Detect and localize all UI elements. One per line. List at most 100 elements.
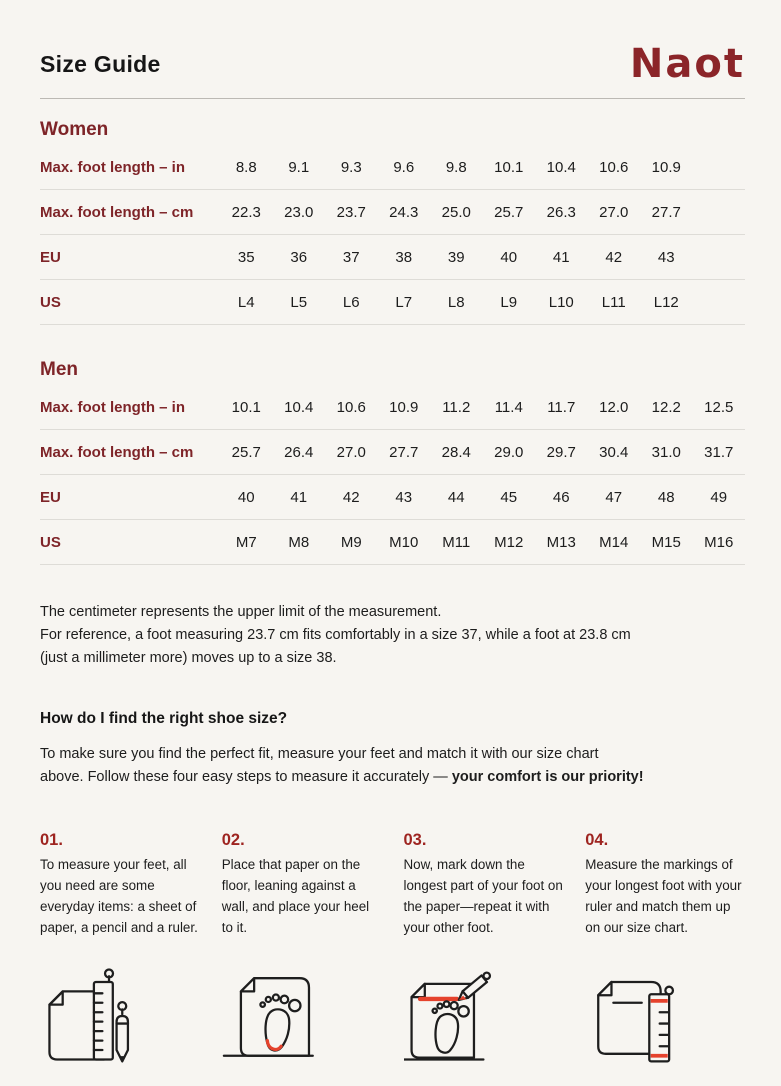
size-value-cell: 9.8 — [445, 158, 467, 176]
size-value-cell: M11 — [442, 533, 471, 551]
size-value-cell: 8.8 — [235, 158, 257, 176]
size-value-cell: 10.9 — [389, 398, 419, 416]
size-value-cell: 11.4 — [494, 398, 523, 416]
size-value-cell: L12 — [653, 293, 679, 311]
step-icons-row — [40, 960, 745, 1072]
intro-line: above. Follow these four easy steps to m… — [40, 769, 452, 785]
how-to-intro: To make sure you find the perfect fit, m… — [40, 743, 745, 789]
size-row-label: Max. foot length – in — [40, 398, 185, 416]
size-value-cell: 26.3 — [546, 203, 576, 221]
size-table-row: US L4 L5 L6 L7 L8 L9 L10 L11 L12 — [40, 280, 745, 325]
women-heading: Women — [40, 119, 109, 140]
size-value-cell: M15 — [651, 533, 681, 551]
size-value-cell: 27.0 — [336, 443, 366, 461]
size-value-cell: 43 — [657, 248, 675, 266]
size-row-label: US — [40, 293, 61, 311]
size-value-cell: 38 — [395, 248, 413, 266]
size-value-cell: 28.4 — [441, 443, 471, 461]
size-table-row: US M7 M8 M9 M10 M11 M12 M13 M14 M15 M16 — [40, 520, 745, 565]
size-value-cell: 12.5 — [704, 398, 734, 416]
size-value-cell: M14 — [599, 533, 629, 551]
size-value-cell: 45 — [500, 488, 518, 506]
step-text: Place that paper on the floor, leaning a… — [221, 857, 370, 935]
size-value-cell: M7 — [235, 533, 257, 551]
size-value-cell: 11.7 — [547, 398, 576, 416]
size-value-cell: 25.0 — [441, 203, 471, 221]
size-row-label: EU — [40, 488, 61, 506]
size-table-row: EU 40 41 42 43 44 45 46 47 48 49 — [40, 475, 745, 520]
size-value-cell: 11.2 — [442, 398, 471, 416]
size-table-row: Max. foot length – cm 25.7 26.4 27.0 27.7 28.… — [40, 430, 745, 475]
naot-logo: Naot — [629, 41, 745, 87]
note-line: For reference, a foot measuring 23.7 cm … — [40, 627, 631, 643]
how-to-heading: How do I find the right shoe size? — [40, 710, 288, 727]
size-row-label: EU — [40, 248, 61, 266]
size-value-cell: M9 — [340, 533, 362, 551]
size-value-cell: 36 — [290, 248, 308, 266]
size-row-label: Max. foot length – cm — [40, 203, 194, 221]
size-value-cell: 40 — [500, 248, 518, 266]
step-4: 04. Measure the markings of your longest… — [585, 831, 745, 938]
size-value-cell: 9.3 — [340, 158, 362, 176]
size-value-cell: 46 — [552, 488, 570, 506]
size-value-cell: 10.9 — [651, 158, 681, 176]
page-title: Size Guide — [40, 50, 161, 77]
size-value-cell: M12 — [494, 533, 524, 551]
step-text: To measure your feet, all you need are s… — [40, 857, 198, 935]
size-value-cell: 10.4 — [546, 158, 576, 176]
size-value-cell: 31.0 — [651, 443, 681, 461]
size-value-cell: 44 — [447, 488, 465, 506]
size-value-cell: M16 — [704, 533, 734, 551]
note-line: (just a millimeter more) moves up to a s… — [40, 650, 337, 666]
size-value-cell: 24.3 — [389, 203, 419, 221]
step-2: 02. Place that paper on the floor, leani… — [222, 831, 382, 938]
men-size-table: Max. foot length – in 10.1 10.4 10.6 10.9 11.… — [40, 385, 745, 565]
step-text: Now, mark down the longest part of your … — [403, 857, 563, 935]
size-value-cell: 48 — [657, 488, 675, 506]
size-value-cell: 41 — [290, 488, 308, 506]
size-value-cell: L8 — [447, 293, 465, 311]
step-text: Measure the markings of your longest foo… — [585, 857, 742, 935]
size-value-cell: 22.3 — [231, 203, 261, 221]
step-1: 01. To measure your feet, all you need a… — [40, 831, 200, 938]
size-value-cell: 10.6 — [599, 158, 629, 176]
size-value-cell: L9 — [500, 293, 518, 311]
step-3: 03. Now, mark down the longest part of y… — [404, 831, 564, 938]
size-value-cell: 23.0 — [284, 203, 314, 221]
header-divider — [40, 98, 745, 99]
women-size-table: Max. foot length – in 8.8 9.1 9.3 9.6 9.8 10.1… — [40, 145, 745, 325]
paper-pencil-ruler-icon — [40, 960, 200, 1072]
step-number: 04. — [585, 831, 609, 849]
size-value-cell: 10.1 — [494, 158, 524, 176]
size-value-cell: L10 — [548, 293, 574, 311]
size-value-cell: 10.1 — [231, 398, 261, 416]
size-value-cell: 42 — [605, 248, 623, 266]
note-line: The centimeter represents the upper limi… — [40, 604, 442, 620]
size-value-cell: 10.4 — [284, 398, 314, 416]
size-value-cell: 9.1 — [288, 158, 310, 176]
size-value-cell: L5 — [290, 293, 308, 311]
size-row-label: US — [40, 533, 61, 551]
size-value-cell: 35 — [237, 248, 255, 266]
header: Size Guide Naot — [40, 38, 745, 90]
size-value-cell: L7 — [395, 293, 413, 311]
size-value-cell: 29.7 — [546, 443, 576, 461]
size-value-cell: 12.0 — [599, 398, 629, 416]
size-value-cell: 27.7 — [651, 203, 681, 221]
size-table-row: Max. foot length – in 10.1 10.4 10.6 10.9 11.… — [40, 385, 745, 430]
step-number: 02. — [221, 831, 245, 849]
size-value-cell: 30.4 — [599, 443, 629, 461]
size-value-cell: 9.6 — [393, 158, 415, 176]
size-value-cell: 41 — [552, 248, 570, 266]
size-value-cell: 26.4 — [284, 443, 314, 461]
size-value-cell: 49 — [710, 488, 728, 506]
size-value-cell: 40 — [237, 488, 255, 506]
size-value-cell: 39 — [447, 248, 465, 266]
size-value-cell: 31.7 — [704, 443, 734, 461]
measurement-note: The centimeter represents the upper limi… — [40, 601, 745, 670]
size-row-label: Max. foot length – in — [40, 158, 185, 176]
paper-heel-wall-icon — [222, 960, 382, 1072]
size-value-cell: 27.0 — [599, 203, 629, 221]
size-value-cell: L4 — [237, 293, 255, 311]
